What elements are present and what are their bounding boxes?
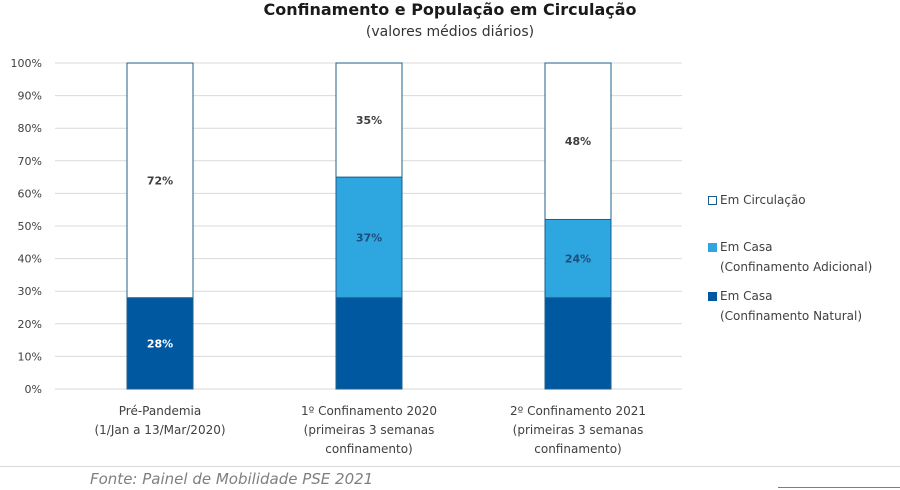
x-category-line: (1/Jan a 13/Mar/2020) <box>94 423 225 437</box>
x-category-line: Pré-Pandemia <box>119 404 201 418</box>
chart-title: Confinamento e População em Circulação <box>263 0 637 19</box>
data-label: 48% <box>565 135 591 148</box>
data-label: 28% <box>147 337 173 350</box>
legend-swatch-em-circulacao <box>708 196 717 205</box>
x-category-line: (primeiras 3 semanas <box>304 423 435 437</box>
legend-label: Em Circulação <box>720 193 806 207</box>
x-category-line: confinamento) <box>325 442 412 456</box>
chart-frame <box>0 466 900 467</box>
y-tick-label: 20% <box>18 318 42 331</box>
bar-segment <box>335 297 403 390</box>
bar-stack <box>544 62 612 390</box>
x-category-line: 1º Confinamento 2020 <box>301 404 437 418</box>
x-category-label: Pré-Pandemia (1/Jan a 13/Mar/2020) <box>94 404 225 437</box>
y-tick-label: 30% <box>18 285 42 298</box>
data-label: 24% <box>565 253 591 266</box>
y-axis-ticks: 0% 10% 20% 30% 40% 50% 60% 70% 80% 90% 100% <box>11 57 42 396</box>
bars <box>126 62 612 390</box>
bar-segment <box>126 62 194 299</box>
y-tick-label: 40% <box>18 253 42 266</box>
y-tick-label: 80% <box>18 122 42 135</box>
legend-label: Em Casa <box>720 289 773 303</box>
bar-segment <box>544 62 612 220</box>
bar-stack <box>126 62 194 390</box>
legend-label-sub: (Confinamento Natural) <box>720 309 863 323</box>
y-tick-label: 50% <box>18 220 42 233</box>
legend-swatch-em-casa-adicional <box>708 243 717 252</box>
y-tick-label: 100% <box>11 57 42 70</box>
y-tick-label: 60% <box>18 187 42 200</box>
x-category-line: 2º Confinamento 2021 <box>510 404 646 418</box>
legend-swatch-em-casa-natural <box>708 292 717 301</box>
bar-segment <box>544 218 612 299</box>
divider <box>778 487 900 488</box>
bar-segment <box>335 62 403 178</box>
x-axis-categories: Pré-Pandemia (1/Jan a 13/Mar/2020) 1º Conf… <box>94 404 646 456</box>
chart-subtitle: (valores médios diários) <box>365 24 535 40</box>
y-tick-label: 0% <box>25 383 42 396</box>
bar-segment <box>544 297 612 390</box>
legend-label: Em Casa <box>720 240 773 254</box>
data-labels: 28% 72% 37% 35% 24% 48% <box>147 114 591 350</box>
data-label: 35% <box>356 114 382 127</box>
x-category-label: 2º Confinamento 2021 (primeiras 3 semanas… <box>510 404 646 456</box>
x-category-label: 1º Confinamento 2020 (primeiras 3 semanas… <box>301 404 437 456</box>
y-tick-label: 10% <box>18 350 42 363</box>
y-tick-label: 90% <box>18 90 42 103</box>
bar-stack <box>335 62 403 390</box>
x-category-line: confinamento) <box>534 442 621 456</box>
legend-label-sub: (Confinamento Adicional) <box>720 260 873 274</box>
bar-segment <box>126 297 194 390</box>
stacked-bar-chart: 0% 10% 20% 30% 40% 50% 60% 70% 80% 90% 100% 28% 72%… <box>11 57 682 456</box>
x-category-line: (primeiras 3 semanas <box>513 423 644 437</box>
data-label: 37% <box>356 231 382 244</box>
y-tick-label: 70% <box>18 155 42 168</box>
bar-segment <box>335 176 403 299</box>
source-note: Fonte: Painel de Mobilidade PSE 2021 <box>90 470 374 488</box>
data-label: 72% <box>147 174 173 187</box>
